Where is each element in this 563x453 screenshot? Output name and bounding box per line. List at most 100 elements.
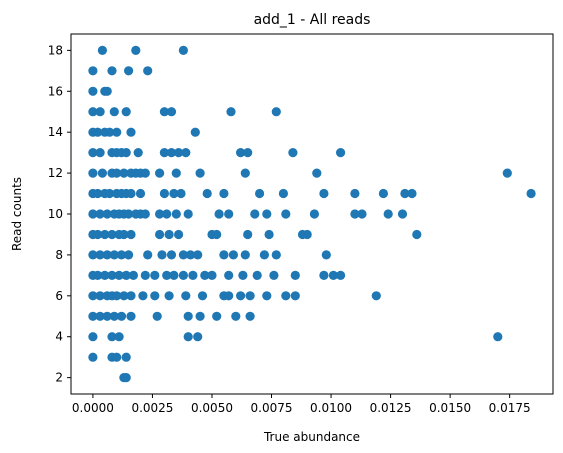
data-point xyxy=(102,250,112,260)
y-tick-label: 6 xyxy=(55,289,63,303)
x-axis-label: True abundance xyxy=(263,430,360,444)
x-tick-label: 0.0100 xyxy=(310,401,352,415)
x-tick-label: 0.0150 xyxy=(429,401,471,415)
data-point xyxy=(255,188,265,199)
data-point xyxy=(112,127,122,137)
data-point xyxy=(226,107,236,117)
data-point xyxy=(155,168,165,178)
data-point xyxy=(357,209,367,219)
data-point xyxy=(138,291,148,301)
x-ticks: 0.0000 0.0025 0.0050 0.0075 0.0100 0.0125 0.01… xyxy=(72,394,531,415)
y-tick-label: 16 xyxy=(48,84,63,98)
data-point xyxy=(107,229,117,240)
data-point xyxy=(183,311,193,321)
data-point xyxy=(171,209,181,219)
data-point xyxy=(219,250,229,260)
data-point xyxy=(162,270,172,280)
y-tick-label: 4 xyxy=(55,330,63,344)
data-point xyxy=(207,270,217,280)
data-point xyxy=(174,148,184,158)
y-tick-label: 14 xyxy=(48,125,63,139)
data-point xyxy=(197,291,208,301)
data-point xyxy=(202,188,212,199)
data-point xyxy=(166,148,177,158)
data-point xyxy=(250,209,260,219)
y-tick-label: 8 xyxy=(55,248,63,262)
data-point xyxy=(243,229,253,240)
data-point xyxy=(290,291,300,301)
data-point xyxy=(236,291,246,301)
data-point xyxy=(112,352,122,362)
data-point xyxy=(245,291,255,301)
data-point xyxy=(171,168,181,178)
data-point xyxy=(97,168,107,178)
data-point xyxy=(93,270,103,280)
data-point xyxy=(95,107,105,117)
data-point xyxy=(95,209,105,219)
data-point xyxy=(109,250,119,260)
data-point xyxy=(97,45,107,56)
data-point xyxy=(319,188,329,199)
data-point xyxy=(150,270,160,280)
data-point xyxy=(336,270,346,280)
data-point xyxy=(140,270,150,280)
data-point xyxy=(119,291,129,301)
data-point xyxy=(245,311,255,321)
data-point xyxy=(181,148,191,158)
data-point xyxy=(243,148,253,158)
data-point xyxy=(169,270,179,280)
data-point xyxy=(259,250,269,260)
data-point xyxy=(228,250,238,260)
x-tick-label: 0.0075 xyxy=(251,401,293,415)
data-point xyxy=(319,270,329,280)
data-point xyxy=(135,188,146,199)
data-point xyxy=(124,209,134,219)
y-tick-label: 10 xyxy=(48,207,63,221)
data-point xyxy=(102,86,112,96)
data-point xyxy=(133,148,143,158)
data-point xyxy=(271,107,281,117)
data-point xyxy=(140,209,150,219)
data-point xyxy=(112,168,122,178)
data-point xyxy=(212,229,222,240)
data-point xyxy=(350,209,360,219)
data-point xyxy=(93,229,103,240)
data-point xyxy=(88,352,98,362)
data-point xyxy=(407,188,417,199)
data-point xyxy=(195,311,205,321)
data-point xyxy=(328,270,338,280)
data-point xyxy=(107,66,117,76)
data-point xyxy=(88,107,98,117)
data-point xyxy=(312,168,322,178)
data-point xyxy=(309,209,319,219)
data-point xyxy=(121,373,131,383)
data-point xyxy=(88,168,98,178)
data-point xyxy=(112,291,122,301)
data-point xyxy=(88,86,98,96)
data-point xyxy=(252,270,262,280)
data-point xyxy=(150,291,160,301)
data-point xyxy=(88,291,98,301)
data-point xyxy=(183,332,193,342)
data-point xyxy=(166,250,177,260)
data-point xyxy=(121,352,131,362)
x-tick-label: 0.0000 xyxy=(72,401,114,415)
data-point xyxy=(159,107,169,117)
y-tick-label: 18 xyxy=(48,43,63,57)
data-point xyxy=(236,148,246,158)
data-point xyxy=(240,168,250,178)
data-point xyxy=(114,332,124,342)
data-point xyxy=(116,250,127,260)
data-point xyxy=(100,229,110,240)
data-point xyxy=(159,188,169,199)
data-point xyxy=(278,188,288,199)
data-point xyxy=(124,66,134,76)
data-point xyxy=(321,250,331,260)
data-point xyxy=(185,250,196,260)
data-point xyxy=(107,332,117,342)
data-point xyxy=(178,270,188,280)
data-point xyxy=(302,229,312,240)
data-point xyxy=(88,250,98,260)
data-point xyxy=(131,45,141,56)
